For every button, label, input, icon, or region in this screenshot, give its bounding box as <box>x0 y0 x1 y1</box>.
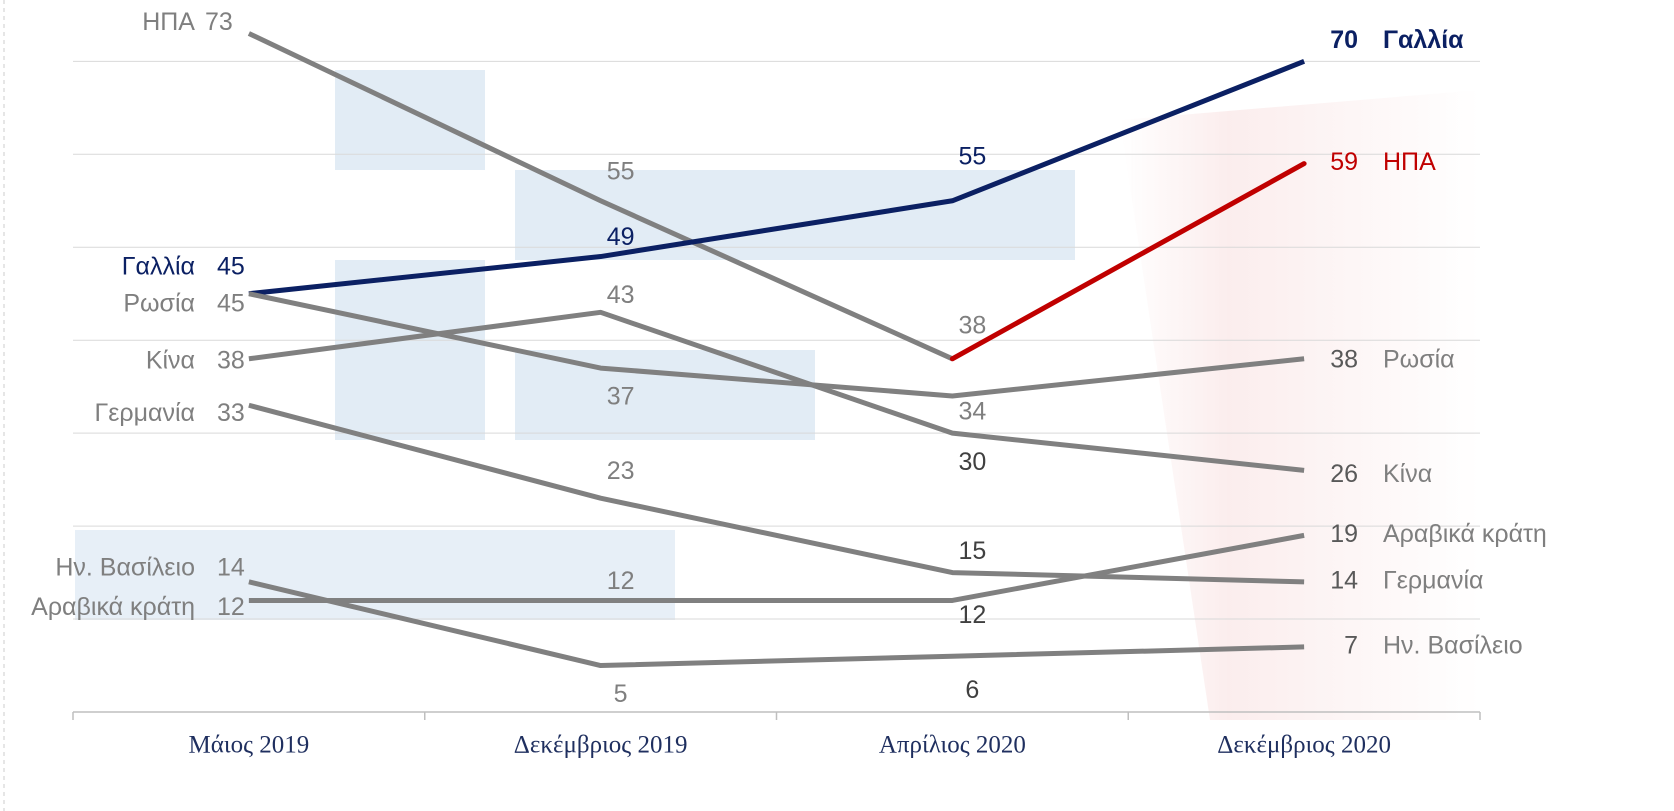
series-name-right: ΗΠΑ <box>1383 148 1436 176</box>
series-name-right: Γερμανία <box>1383 566 1484 594</box>
series-name-right: Αραβικά κράτη <box>1383 520 1547 548</box>
value-label: 12 <box>217 593 245 621</box>
series-line <box>248 309 1305 473</box>
value-label: 37 <box>607 383 635 411</box>
value-label: 34 <box>958 398 986 426</box>
series-name-left: Αραβικά κράτη <box>31 593 195 621</box>
value-label: 5 <box>614 680 628 708</box>
series-name-right: Ρωσία <box>1383 345 1455 373</box>
value-label: 55 <box>958 142 986 170</box>
series-name-left: Γαλλία <box>122 252 195 280</box>
series-name-left: Ρωσία <box>123 289 195 317</box>
value-label: 19 <box>1330 520 1358 548</box>
value-label: 12 <box>607 567 635 595</box>
series-name-left: ΗΠΑ <box>142 8 195 36</box>
value-label: 45 <box>217 252 245 280</box>
series-name-right: Ην. Βασίλειο <box>1383 632 1523 660</box>
value-label: 70 <box>1330 26 1358 54</box>
value-label: 30 <box>958 448 986 476</box>
series-line <box>248 532 1305 603</box>
series-highlight-segment <box>949 161 1307 362</box>
series-name-left: Κίνα <box>146 346 195 374</box>
series-name-left: Ην. Βασίλειο <box>55 553 195 581</box>
x-tick-label: Μάιος 2019 <box>189 732 310 759</box>
value-label: 15 <box>958 537 986 565</box>
background-flag <box>75 70 1480 720</box>
value-label: 43 <box>607 281 635 309</box>
series-name-left: Γερμανία <box>94 399 195 427</box>
value-label: 33 <box>217 399 245 427</box>
value-label: 38 <box>958 311 986 339</box>
series-line <box>248 59 1306 297</box>
value-label: 38 <box>1330 345 1358 373</box>
value-label: 73 <box>205 8 233 36</box>
series-line <box>248 291 1305 399</box>
value-label: 6 <box>965 676 979 704</box>
value-label: 23 <box>607 457 635 485</box>
series-line <box>247 31 954 362</box>
value-label: 14 <box>1330 566 1358 594</box>
value-label: 49 <box>607 223 635 251</box>
value-label: 7 <box>1344 632 1358 660</box>
series-line <box>248 402 1305 585</box>
series-name-right: Γαλλία <box>1383 26 1464 54</box>
value-label: 38 <box>217 346 245 374</box>
value-label: 14 <box>217 553 245 581</box>
x-tick-label: Δεκέμβριος 2019 <box>514 732 688 759</box>
value-label: 59 <box>1330 148 1358 176</box>
x-tick-label: Απρίλιος 2020 <box>879 732 1026 759</box>
x-tick-label: Δεκέμβριος 2020 <box>1217 732 1391 759</box>
series-line <box>248 579 1305 669</box>
series-name-right: Κίνα <box>1383 460 1432 488</box>
value-label: 12 <box>958 601 986 629</box>
value-label: 55 <box>607 157 635 185</box>
value-label: 45 <box>217 289 245 317</box>
value-label: 26 <box>1330 460 1358 488</box>
